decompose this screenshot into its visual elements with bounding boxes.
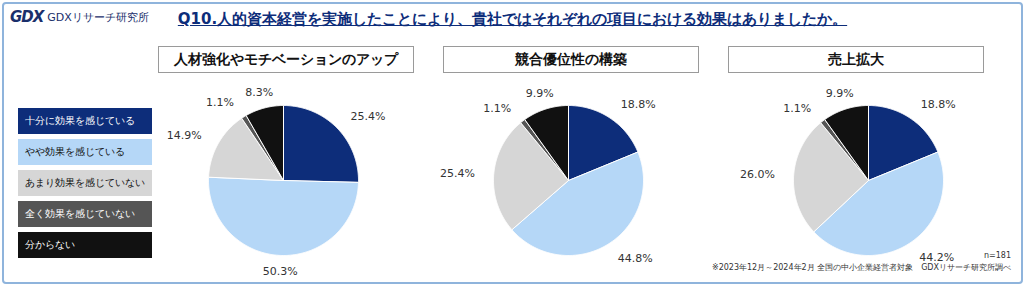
html-text:競合優位性の構築: 競合優位性の構築 [515,50,627,67]
svg-text:44.2%: 44.2% [919,251,954,264]
html-text:十分に効果を感じている: 十分に効果を感じている [25,114,135,126]
html-text:売上拡大: 売上拡大 [828,50,884,67]
html-text:n=181: n=181 [984,251,1011,260]
svg-text:9.9%: 9.9% [526,87,554,100]
svg-text:8.3%: 8.3% [245,86,273,99]
html-text:やや効果を感じている: やや効果を感じている [25,145,125,157]
svg-text:25.4%: 25.4% [351,110,386,123]
svg-text:18.8%: 18.8% [921,98,956,111]
html-text:Q10.人的資本経営を実施したことにより、貴社ではそれぞれの: Q10.人的資本経営を実施したことにより、貴社ではそれぞれの項目における効果はあ… [177,10,848,28]
svg-text:18.8%: 18.8% [621,98,656,111]
html-text:GDX GDXリサーチ研究所: GDX GDXリサーチ研究所 [10,8,149,26]
svg-text:26.0%: 26.0% [740,168,775,181]
svg-text:50.3%: 50.3% [263,265,298,278]
svg-text:44.8%: 44.8% [618,252,653,265]
html-text:※2023年12月～2024年2月 全国の中小企業経営者対象: ※2023年12月～2024年2月 全国の中小企業経営者対象 GDXリサーチ研究… [711,263,1011,272]
html-text:人材強化やモチベーションのアップ: 人材強化やモチベーションのアップ [174,50,398,67]
svg-text:1.1%: 1.1% [483,102,511,115]
html-text:分からない: 分からない [25,238,75,250]
svg-text:1.1%: 1.1% [206,96,234,109]
svg-text:14.9%: 14.9% [167,129,202,142]
svg-text:9.9%: 9.9% [826,87,854,100]
html-text:あまり効果を感じていない: あまり効果を感じていない [25,176,145,188]
svg-text:1.1%: 1.1% [783,102,811,115]
html-text:全く効果を感じていない: 全く効果を感じていない [25,207,135,219]
svg-text:25.4%: 25.4% [440,167,475,180]
